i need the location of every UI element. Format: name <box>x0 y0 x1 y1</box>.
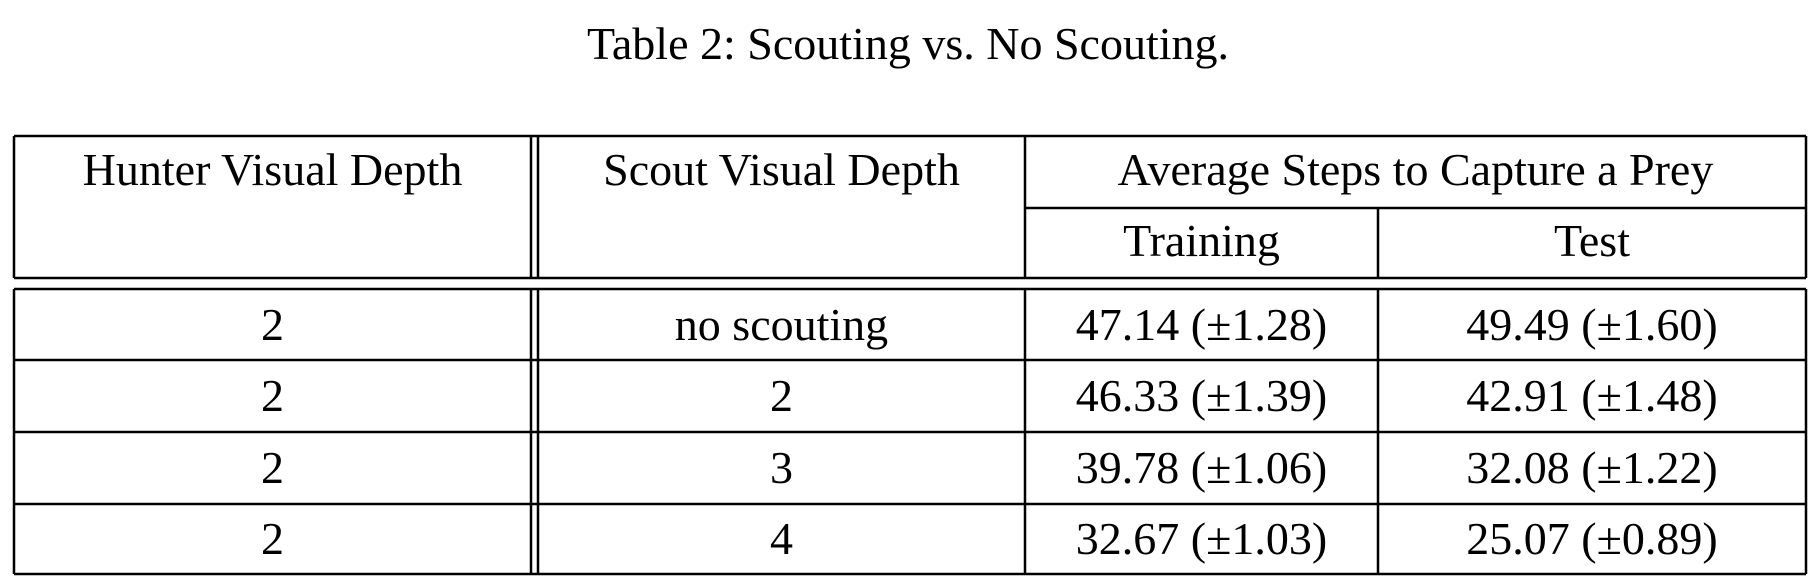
table-row-1-test: 49.49 (±1.60) <box>1466 298 1718 350</box>
header-scout-visual-depth: Scout Visual Depth <box>603 144 960 195</box>
header-average-steps: Average Steps to Capture a Prey <box>1117 144 1714 195</box>
table-row-1-scout: no scouting <box>674 298 889 350</box>
table-row-2-hunter: 2 <box>261 370 284 421</box>
table-row-2-training: 46.33 (±1.39) <box>1075 370 1328 421</box>
table-row-4-scout: 4 <box>770 513 793 564</box>
header-training: Training <box>1123 215 1280 266</box>
table-row-4-hunter: 2 <box>261 513 284 564</box>
table-row-3-scout: 3 <box>770 442 793 493</box>
table-caption: Table 2: Scouting vs. No Scouting. <box>586 18 1230 69</box>
table-row-2-test: 42.91 (±1.48) <box>1466 370 1718 421</box>
table-row-3-hunter: 2 <box>261 442 284 493</box>
table-row-1-training: 47.14 (±1.28) <box>1075 298 1328 350</box>
table-row-2-scout: 2 <box>770 370 793 421</box>
table-row-1-hunter: 2 <box>261 298 284 350</box>
table-row-4-training: 32.67 (±1.03) <box>1075 513 1328 564</box>
header-hunter-visual-depth: Hunter Visual Depth <box>82 144 463 195</box>
header-test: Test <box>1554 215 1630 266</box>
table-row-3-training: 39.78 (±1.06) <box>1075 442 1328 493</box>
table-row-4-test: 25.07 (±0.89) <box>1466 513 1718 564</box>
table-row-3-test: 32.08 (±1.22) <box>1466 442 1718 493</box>
